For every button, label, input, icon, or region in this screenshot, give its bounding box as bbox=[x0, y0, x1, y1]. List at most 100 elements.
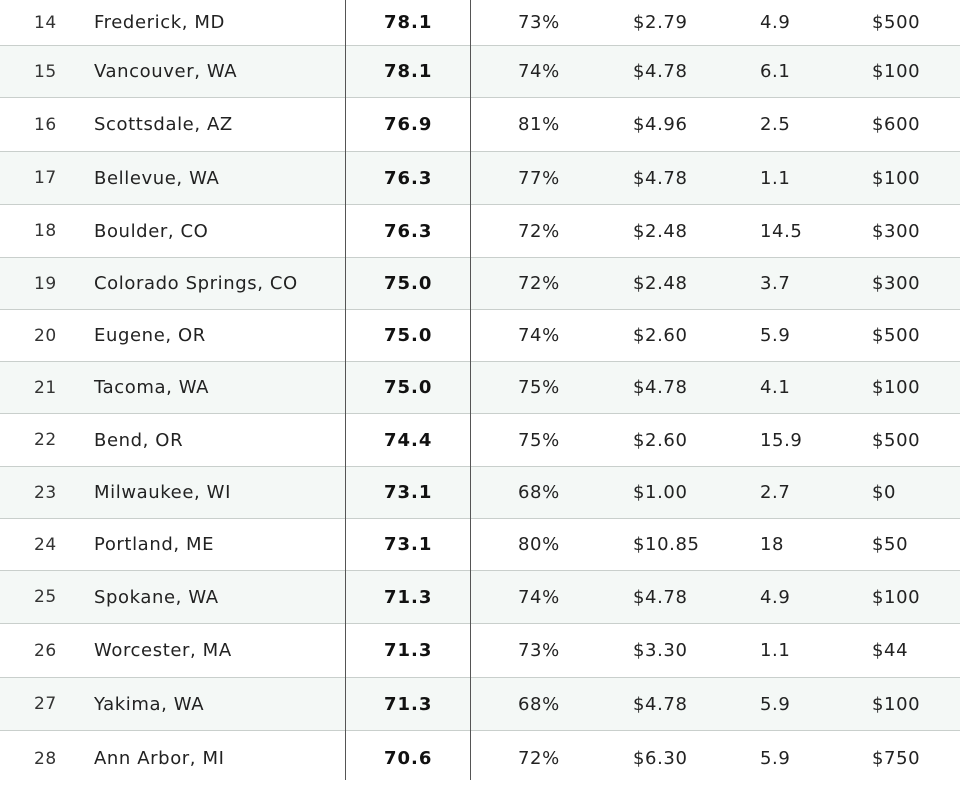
rank-cell: 18 bbox=[34, 221, 57, 241]
price-cell: $10.85 bbox=[633, 534, 700, 555]
percent-cell: 81% bbox=[518, 114, 560, 135]
percent-cell: 77% bbox=[518, 167, 560, 189]
rank-cell: 21 bbox=[34, 377, 57, 398]
table-row: 18 Boulder, CO 76.3 72% $2.48 14.5 $300 bbox=[0, 205, 960, 258]
value-cell: 2.5 bbox=[760, 114, 791, 135]
city-cell: Spokane, WA bbox=[94, 586, 219, 608]
price-cell: $3.30 bbox=[633, 640, 688, 661]
table-row: 16 Scottsdale, AZ 76.9 81% $4.96 2.5 $60… bbox=[0, 98, 960, 152]
fee-cell: $100 bbox=[872, 586, 921, 608]
rank-cell: 26 bbox=[34, 640, 57, 661]
percent-cell: 72% bbox=[518, 748, 560, 769]
price-cell: $2.60 bbox=[633, 429, 688, 451]
column-divider bbox=[345, 0, 346, 780]
score-cell: 73.1 bbox=[384, 534, 433, 555]
value-cell: 6.1 bbox=[760, 61, 791, 82]
score-cell: 74.4 bbox=[384, 429, 433, 451]
table-row: 17 Bellevue, WA 76.3 77% $4.78 1.1 $100 bbox=[0, 152, 960, 205]
percent-cell: 80% bbox=[518, 534, 560, 555]
value-cell: 15.9 bbox=[760, 429, 803, 451]
percent-cell: 68% bbox=[518, 482, 560, 503]
fee-cell: $300 bbox=[872, 220, 921, 242]
price-cell: $6.30 bbox=[633, 748, 688, 769]
city-cell: Vancouver, WA bbox=[94, 61, 238, 82]
rank-cell: 25 bbox=[34, 587, 57, 607]
price-cell: $4.78 bbox=[633, 377, 688, 398]
city-cell: Portland, ME bbox=[94, 534, 215, 555]
table-row: 26 Worcester, MA 71.3 73% $3.30 1.1 $44 bbox=[0, 624, 960, 678]
city-cell: Milwaukee, WI bbox=[94, 482, 231, 503]
price-cell: $4.78 bbox=[633, 586, 688, 608]
city-cell: Frederick, MD bbox=[94, 12, 225, 33]
fee-cell: $100 bbox=[872, 377, 921, 398]
city-cell: Boulder, CO bbox=[94, 220, 209, 242]
value-cell: 4.1 bbox=[760, 377, 791, 398]
score-cell: 78.1 bbox=[384, 61, 433, 82]
rank-cell: 20 bbox=[34, 325, 57, 346]
value-cell: 3.7 bbox=[760, 273, 791, 294]
fee-cell: $600 bbox=[872, 114, 921, 135]
fee-cell: $500 bbox=[872, 12, 921, 33]
city-cell: Bend, OR bbox=[94, 429, 184, 451]
price-cell: $2.48 bbox=[633, 273, 688, 294]
city-cell: Tacoma, WA bbox=[94, 377, 210, 398]
price-cell: $4.78 bbox=[633, 693, 688, 715]
rank-cell: 14 bbox=[34, 12, 57, 33]
value-cell: 5.9 bbox=[760, 748, 791, 769]
value-cell: 4.9 bbox=[760, 12, 791, 33]
price-cell: $1.00 bbox=[633, 482, 688, 503]
score-cell: 75.0 bbox=[384, 377, 433, 398]
table-row: 15 Vancouver, WA 78.1 74% $4.78 6.1 $100 bbox=[0, 46, 960, 98]
fee-cell: $44 bbox=[872, 640, 909, 661]
price-cell: $4.78 bbox=[633, 167, 688, 189]
rank-cell: 27 bbox=[34, 694, 57, 714]
value-cell: 18 bbox=[760, 534, 785, 555]
rank-cell: 19 bbox=[34, 273, 57, 294]
rank-cell: 16 bbox=[34, 114, 57, 135]
city-cell: Eugene, OR bbox=[94, 325, 206, 346]
value-cell: 1.1 bbox=[760, 167, 791, 189]
table-row: 14 Frederick, MD 78.1 73% $2.79 4.9 $500 bbox=[0, 0, 960, 46]
price-cell: $4.96 bbox=[633, 114, 688, 135]
fee-cell: $300 bbox=[872, 273, 921, 294]
percent-cell: 72% bbox=[518, 220, 560, 242]
score-cell: 75.0 bbox=[384, 325, 433, 346]
table-row: 20 Eugene, OR 75.0 74% $2.60 5.9 $500 bbox=[0, 310, 960, 362]
table-row: 22 Bend, OR 74.4 75% $2.60 15.9 $500 bbox=[0, 414, 960, 467]
rank-cell: 22 bbox=[34, 430, 57, 450]
table-row: 23 Milwaukee, WI 73.1 68% $1.00 2.7 $0 bbox=[0, 467, 960, 519]
city-cell: Colorado Springs, CO bbox=[94, 273, 298, 294]
value-cell: 4.9 bbox=[760, 586, 791, 608]
fee-cell: $750 bbox=[872, 748, 921, 769]
price-cell: $2.48 bbox=[633, 220, 688, 242]
value-cell: 2.7 bbox=[760, 482, 791, 503]
column-divider bbox=[470, 0, 471, 780]
percent-cell: 74% bbox=[518, 61, 560, 82]
city-cell: Worcester, MA bbox=[94, 640, 232, 661]
score-cell: 73.1 bbox=[384, 482, 433, 503]
rank-cell: 28 bbox=[34, 748, 57, 769]
score-cell: 71.3 bbox=[384, 640, 433, 661]
score-cell: 71.3 bbox=[384, 586, 433, 608]
rank-cell: 23 bbox=[34, 482, 57, 503]
table-row: 21 Tacoma, WA 75.0 75% $4.78 4.1 $100 bbox=[0, 362, 960, 414]
table-row: 25 Spokane, WA 71.3 74% $4.78 4.9 $100 bbox=[0, 571, 960, 624]
percent-cell: 75% bbox=[518, 429, 560, 451]
price-cell: $2.60 bbox=[633, 325, 688, 346]
percent-cell: 74% bbox=[518, 586, 560, 608]
table-row: 28 Ann Arbor, MI 70.6 72% $6.30 5.9 $750 bbox=[0, 731, 960, 786]
percent-cell: 73% bbox=[518, 640, 560, 661]
score-cell: 70.6 bbox=[384, 748, 433, 769]
fee-cell: $0 bbox=[872, 482, 897, 503]
fee-cell: $50 bbox=[872, 534, 909, 555]
value-cell: 1.1 bbox=[760, 640, 791, 661]
score-cell: 76.3 bbox=[384, 167, 433, 189]
fee-cell: $500 bbox=[872, 325, 921, 346]
rank-cell: 17 bbox=[34, 168, 57, 188]
fee-cell: $100 bbox=[872, 167, 921, 189]
rank-cell: 24 bbox=[34, 534, 57, 555]
value-cell: 14.5 bbox=[760, 220, 803, 242]
percent-cell: 72% bbox=[518, 273, 560, 294]
score-cell: 76.3 bbox=[384, 220, 433, 242]
